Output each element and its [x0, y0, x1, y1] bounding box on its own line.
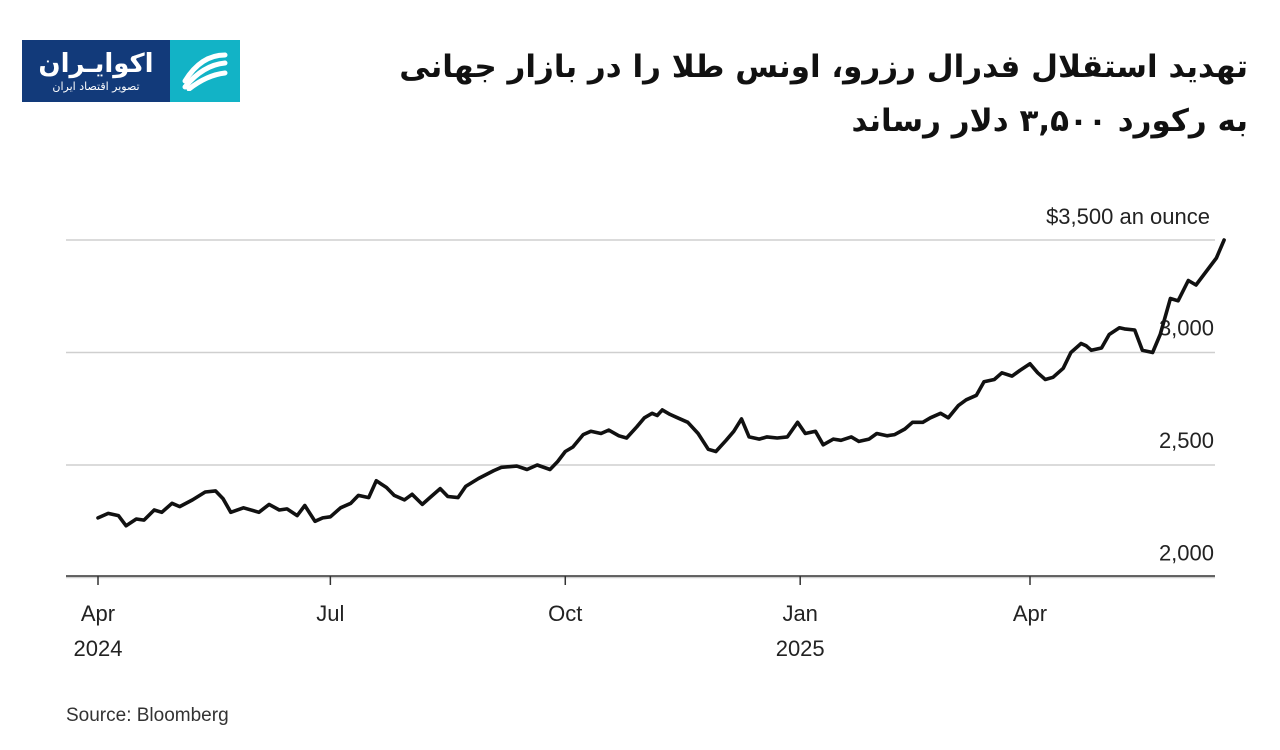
title-line-1: تهدید استقلال فدرال رزرو، اونس طلا را در… [399, 49, 1248, 85]
x-tick-label: Oct [548, 601, 582, 626]
page-title: تهدید استقلال فدرال رزرو، اونس طلا را در… [388, 40, 1248, 148]
logo-name: اکوایـران [38, 48, 154, 79]
y-tick-label: 2,000 [1159, 541, 1214, 566]
y-top-label: $3,500 an ounce [1046, 204, 1210, 229]
feather-stripes-svg [182, 52, 228, 91]
logo: اکوایـران تصویر اقتصاد ایران [22, 40, 240, 102]
gold-price-chart: $3,500 an ounce 2,000 2,500 3,000 Apr 2024 Jul… [66, 204, 1226, 661]
x-tick-year: 2025 [776, 636, 825, 661]
x-tick-year: 2024 [74, 636, 123, 661]
x-tick-label: Apr [81, 601, 115, 626]
x-tick-label: Apr [1013, 601, 1047, 626]
logo-tagline: تصویر اقتصاد ایران [52, 79, 140, 93]
logo-text-block: اکوایـران تصویر اقتصاد ایران [22, 40, 170, 102]
x-tick-label: Jul [316, 601, 344, 626]
x-tick-label: Jan [782, 601, 817, 626]
source-note: Source: Bloomberg [66, 705, 229, 726]
y-tick-label: 3,000 [1159, 316, 1214, 341]
title-line-2: به رکورد ۳,۵۰۰ دلار رساند [851, 103, 1248, 139]
gold-price-line [96, 238, 1226, 528]
y-tick-label: 2,500 [1159, 428, 1214, 453]
feather-stripes-icon [170, 40, 240, 102]
